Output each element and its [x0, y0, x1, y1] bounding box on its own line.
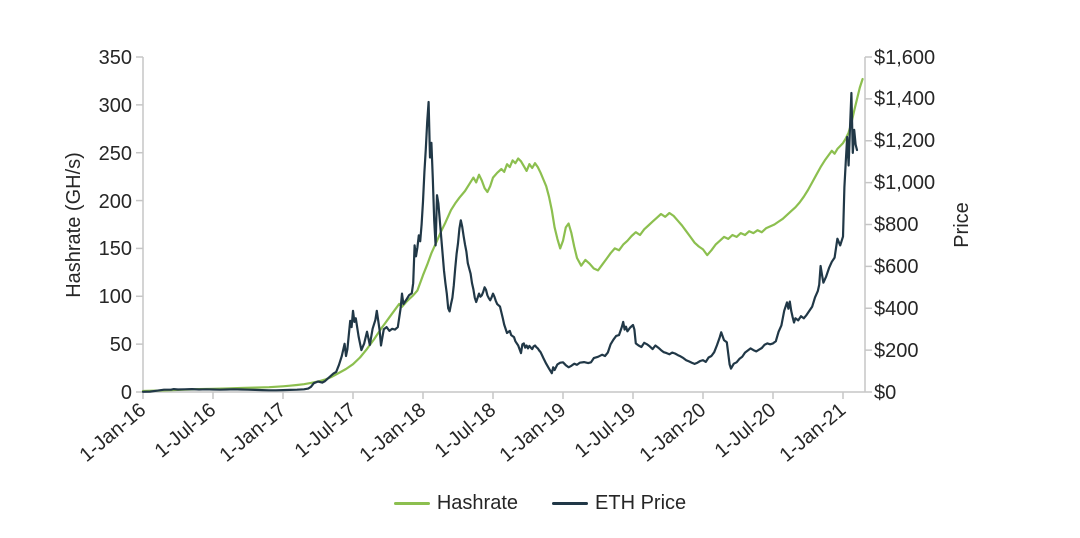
left-tick-label: 350	[99, 47, 132, 69]
hashrate-line	[141, 77, 864, 393]
right-tick-label: $800	[874, 214, 919, 236]
right-tick-label: $200	[874, 340, 919, 362]
left-tick-label: 300	[99, 95, 132, 117]
right-axis-ticks	[865, 56, 872, 393]
left-tick-label: 50	[110, 334, 132, 356]
x-tick-label: 1-Jan-16	[76, 399, 151, 467]
x-tick-label: 1-Jul-20	[711, 399, 781, 462]
chart-legend: Hashrate ETH Price	[0, 492, 1080, 515]
left-tick-label: 150	[99, 238, 132, 260]
x-tick-label: 1-Jul-17	[291, 399, 361, 462]
x-tick-label: 1-Jan-19	[496, 399, 571, 467]
right-tick-label: $1,000	[874, 172, 935, 194]
x-tick-label: 1-Jul-18	[431, 399, 501, 462]
left-axis-ticks	[136, 56, 143, 393]
x-axis-ticks	[142, 392, 844, 399]
left-axis-title: Hashrate (GH/s)	[63, 152, 85, 298]
right-tick-label: $0	[874, 382, 896, 404]
x-tick-label: 1-Jan-21	[776, 399, 851, 467]
right-tick-label: $1,400	[874, 88, 935, 110]
right-tick-label: $400	[874, 298, 919, 320]
left-axis-tick-labels: 0 50 100 150 200 250 300 350	[99, 47, 132, 404]
right-tick-label: $1,600	[874, 47, 935, 69]
left-tick-label: 250	[99, 143, 132, 165]
legend-item-hashrate: Hashrate	[393, 492, 519, 515]
eth-price-legend-swatch	[552, 502, 589, 505]
x-tick-label: 1-Jan-17	[216, 399, 291, 467]
legend-item-eth-price: ETH Price	[552, 492, 686, 515]
x-tick-label: 1-Jul-16	[151, 399, 221, 462]
axes	[142, 57, 866, 393]
x-tick-label: 1-Jan-18	[356, 399, 431, 467]
hashrate-legend-label: Hashrate	[436, 492, 519, 514]
x-tick-label: 1-Jul-19	[571, 399, 641, 462]
right-tick-label: $600	[874, 256, 919, 278]
right-axis-title: Price	[951, 202, 973, 248]
left-tick-label: 200	[99, 191, 132, 213]
hashrate-legend-swatch	[393, 502, 430, 505]
eth-price-line	[141, 91, 859, 393]
eth-price-legend-label: ETH Price	[595, 492, 687, 514]
right-tick-label: $1,200	[874, 130, 935, 152]
left-tick-label: 100	[99, 286, 132, 308]
series-lines	[141, 77, 864, 393]
left-tick-label: 0	[121, 382, 132, 404]
x-tick-label: 1-Jan-20	[636, 399, 711, 467]
x-axis-tick-labels: 1-Jan-16 1-Jul-16 1-Jan-17 1-Jul-17 1-Ja…	[76, 399, 851, 467]
right-axis-tick-labels: $0 $200 $400 $600 $800 $1,000 $1,200 $1,…	[874, 47, 935, 404]
